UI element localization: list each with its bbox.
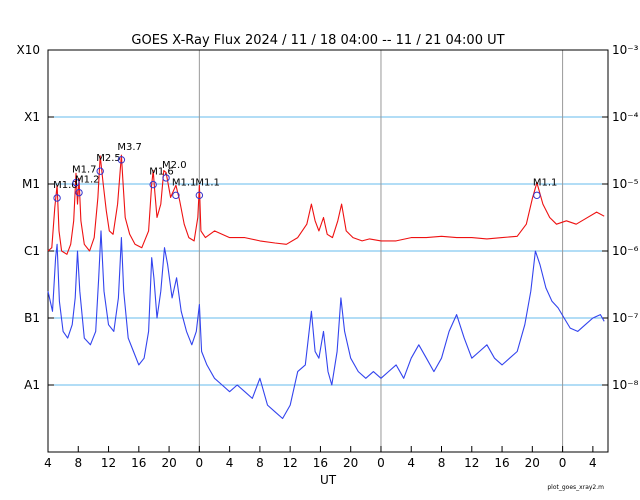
left-axis-label: X10 <box>17 43 41 57</box>
flare-marker <box>96 167 104 175</box>
flare-annotations: M1.0M1.7M1.2M2.5M3.7M1.6M2.0M1.1M1.1 M1.1 <box>53 142 558 202</box>
chart-title: GOES X-Ray Flux 2024 / 11 / 18 04:00 -- … <box>131 33 504 48</box>
flare-label: M3.7 <box>117 142 142 153</box>
flare-label: M1.1 <box>172 177 197 188</box>
left-axis-label: B1 <box>24 311 40 325</box>
x-tick-label: 20 <box>343 456 358 470</box>
x-tick-label: 12 <box>464 456 479 470</box>
left-axis-label: X1 <box>24 110 40 124</box>
right-axis-label: 10⁻⁴ <box>612 110 639 124</box>
x-tick-label: 12 <box>283 456 298 470</box>
long-channel-line <box>47 154 605 255</box>
flare-marker <box>172 191 180 200</box>
flare-marker <box>117 156 126 164</box>
x-tick-label: 8 <box>256 456 264 470</box>
x-axis-ticks: 4 8 12 16 20 0 4 8 12 16 20 0 4 8 12 16 20 0 4 <box>44 446 597 470</box>
short-channel-line <box>47 230 605 420</box>
flare-label: M1.1 <box>533 177 558 188</box>
x-tick-label: 4 <box>589 456 597 470</box>
flare-marker <box>149 180 157 189</box>
x-tick-label: 20 <box>525 456 540 470</box>
right-axis-label: 10⁻³ <box>612 43 639 57</box>
flare-label: M1.7 <box>72 165 97 176</box>
x-tick-label: 0 <box>196 456 204 470</box>
right-axis-label: 10⁻⁶ <box>612 244 639 258</box>
right-axis-labels: 10⁻³ 10⁻⁴ 10⁻⁵ 10⁻⁶ 10⁻⁷ 10⁻⁸ <box>602 43 639 392</box>
right-axis-label: 10⁻⁵ <box>612 177 639 191</box>
day-boundary-lines <box>198 50 564 452</box>
flare-marker <box>162 174 170 182</box>
left-axis-labels: X10 X1 M1 C1 B1 A1 <box>17 43 54 392</box>
flare-label: M1.6 <box>149 167 174 178</box>
x-tick-label: 4 <box>226 456 234 470</box>
x-tick-label: 16 <box>494 456 509 470</box>
x-tick-label: 4 <box>44 456 52 470</box>
flare-label: M1.0 <box>53 180 78 191</box>
x-tick-label: 8 <box>438 456 446 470</box>
x-tick-label: 4 <box>407 456 415 470</box>
x-tick-label: 12 <box>101 456 116 470</box>
flux-gridlines <box>48 116 608 386</box>
flare-marker <box>195 191 204 200</box>
x-tick-label: 0 <box>559 456 567 470</box>
flux-series <box>47 154 605 420</box>
footer-credit: plot_goes_xray2.m <box>547 484 604 491</box>
flare-label: M2.5 <box>96 153 121 164</box>
flare-marker <box>72 178 80 187</box>
x-tick-label: 16 <box>131 456 146 470</box>
x-tick-label: 0 <box>377 456 385 470</box>
right-axis-label: 10⁻⁷ <box>612 311 639 325</box>
flare-label: M1.1 <box>195 177 220 188</box>
flare-label: M2.0 <box>162 160 187 171</box>
x-tick-label: 16 <box>313 456 328 470</box>
right-axis-label: 10⁻⁸ <box>612 378 639 392</box>
flare-marker <box>75 188 83 197</box>
x-axis-label: UT <box>320 473 337 487</box>
flare-marker <box>53 194 61 202</box>
left-axis-label: M1 <box>22 177 40 191</box>
left-axis-label: A1 <box>24 378 40 392</box>
left-axis-label: C1 <box>24 244 40 258</box>
x-tick-label: 8 <box>74 456 82 470</box>
flare-label: M1.2 <box>75 175 100 186</box>
flare-marker <box>533 191 541 200</box>
x-tick-label: 20 <box>161 456 176 470</box>
